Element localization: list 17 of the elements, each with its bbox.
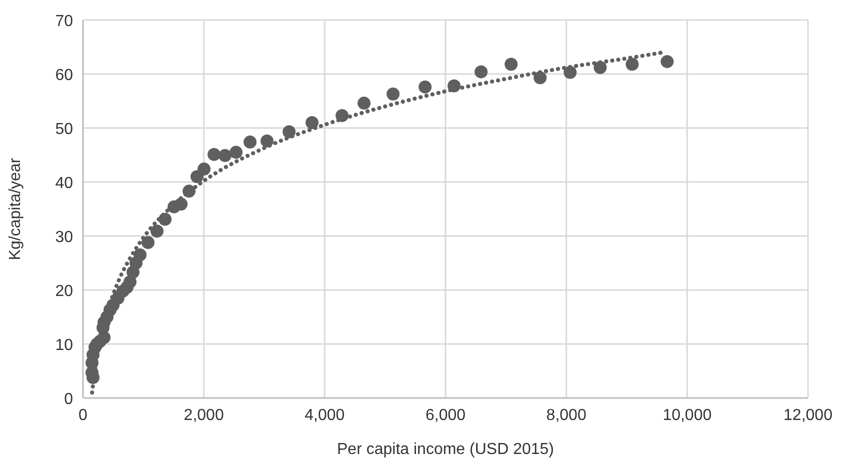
y-tick-label: 0 — [64, 391, 74, 408]
y-tick-label: 60 — [55, 67, 74, 84]
x-tick-label: 8,000 — [546, 407, 586, 424]
x-tick-label: 6,000 — [425, 407, 466, 424]
x-tick-label: 12,000 — [784, 407, 833, 424]
y-tick-label: 50 — [55, 121, 74, 138]
x-tick-label: 4,000 — [304, 407, 345, 424]
y-axis-title: Kg/capita/year — [7, 157, 24, 260]
x-tick-label: 2,000 — [184, 407, 224, 424]
x-tick-label: 0 — [78, 407, 88, 424]
y-tick-label: 70 — [55, 13, 74, 30]
y-tick-label: 20 — [55, 283, 74, 300]
y-tick-label: 30 — [55, 229, 74, 246]
y-tick-label: 10 — [55, 337, 74, 354]
x-tick-label: 10,000 — [662, 407, 712, 424]
x-axis-title: Per capita income (USD 2015) — [337, 441, 554, 458]
y-tick-label: 40 — [55, 175, 74, 192]
